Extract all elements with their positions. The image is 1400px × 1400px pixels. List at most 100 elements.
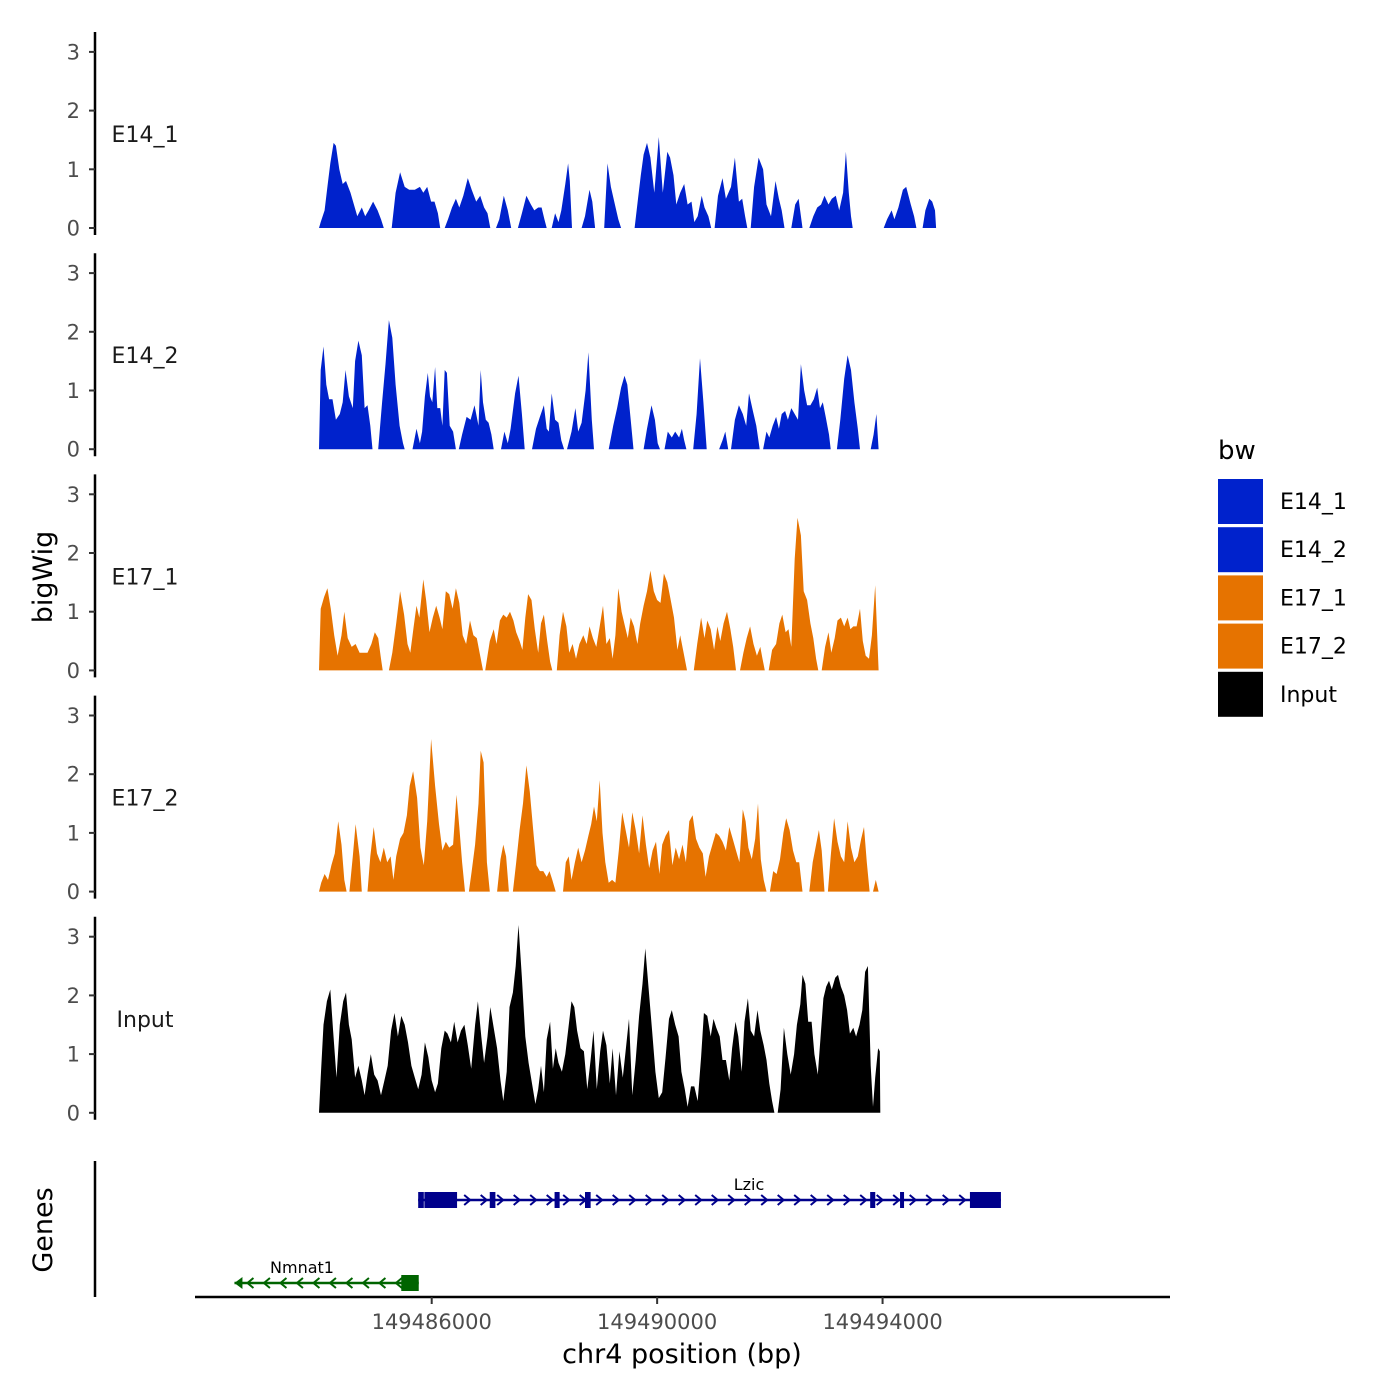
track-label: E14_1 (112, 123, 179, 148)
strand-chevron (958, 1194, 967, 1206)
strand-chevron (377, 1277, 387, 1289)
gene-lzic: Lzic (418, 1175, 1001, 1208)
x-tick-label: 149486000 (372, 1310, 492, 1334)
strand-chevron (826, 1194, 835, 1206)
exon (900, 1192, 905, 1208)
y-tick-label: 0 (67, 217, 80, 241)
strand-chevron (562, 1194, 571, 1206)
strand-chevron (529, 1194, 538, 1206)
y-tick-label: 2 (67, 99, 80, 123)
strand-arrowhead (234, 1277, 243, 1289)
y-tick-label: 3 (67, 40, 80, 64)
track-label: Input (117, 1008, 174, 1033)
strand-chevron (262, 1277, 271, 1289)
exon (401, 1275, 419, 1291)
y-axis-title: bigWig (28, 531, 59, 624)
legend-label: E17_2 (1280, 635, 1347, 660)
signal-area (319, 925, 881, 1113)
y-tick-label: 3 (67, 483, 80, 507)
gene-nmnat1: Nmnat1 (234, 1258, 419, 1291)
exon (870, 1192, 876, 1208)
y-tick-label: 0 (67, 659, 80, 683)
strand-chevron (694, 1194, 703, 1206)
track-e14-1: 0 1 2 3 E14_1 (67, 32, 937, 241)
y-tick-label: 2 (67, 320, 80, 344)
legend-entry: E17_2 (1218, 623, 1347, 669)
exon (418, 1192, 424, 1208)
signal-tracks: 0 1 2 3 E14_1 0 1 2 3 E14_2 0 1 2 3 E17_1 0 1 2 3 E17_2 0 1 2 3… (67, 32, 937, 1125)
strand-chevron (628, 1194, 637, 1206)
strand-chevron (678, 1194, 687, 1206)
track-e17-1: 0 1 2 3 E17_1 (67, 474, 879, 683)
strand-chevron (744, 1194, 753, 1206)
strand-chevron (942, 1194, 951, 1206)
y-tick-label: 2 (67, 542, 80, 566)
legend-entry: E14_2 (1218, 527, 1347, 573)
y-tick-label: 1 (67, 158, 80, 182)
legend: bw E14_1 E14_2 E17_1 E17_2 Input (1218, 436, 1347, 717)
legend-label: E14_1 (1280, 490, 1347, 515)
track-input: 0 1 2 3 Input (67, 916, 881, 1125)
legend-swatch (1218, 575, 1263, 621)
legend-label: E17_1 (1280, 586, 1347, 611)
strand-chevron (892, 1194, 901, 1206)
signal-area (319, 517, 879, 671)
strand-chevron (546, 1194, 555, 1206)
exon (424, 1192, 458, 1208)
y-tick-label: 1 (67, 379, 80, 403)
strand-chevron (496, 1194, 505, 1206)
strand-chevron (843, 1194, 852, 1206)
strand-chevron (595, 1194, 604, 1206)
x-tick-label: 149494000 (822, 1310, 942, 1334)
legend-label: Input (1280, 683, 1337, 708)
x-axis: 149486000 149490000 149494000 (195, 1295, 1170, 1334)
strand-chevron (463, 1194, 472, 1206)
strand-chevron (727, 1194, 736, 1206)
x-axis-title: chr4 position (bp) (562, 1339, 802, 1370)
y-tick-label: 1 (67, 1043, 80, 1067)
legend-entry: E14_1 (1218, 479, 1347, 524)
strand-chevron (245, 1277, 255, 1289)
gene-label: Nmnat1 (270, 1258, 334, 1277)
strand-chevron (876, 1194, 885, 1206)
strand-chevron (645, 1194, 654, 1206)
y-tick-label: 3 (67, 262, 80, 286)
y-tick-label: 3 (67, 704, 80, 728)
strand-chevron (295, 1277, 304, 1289)
strand-chevron (909, 1194, 918, 1206)
strand-chevron (344, 1277, 354, 1289)
exon (489, 1192, 496, 1208)
strand-chevron (361, 1277, 370, 1289)
legend-entries: E14_1 E14_2 E17_1 E17_2 Input (1218, 479, 1347, 717)
exon (585, 1192, 591, 1208)
track-label: E17_1 (112, 565, 179, 590)
legend-entry: Input (1218, 671, 1337, 717)
strand-chevron (394, 1277, 403, 1289)
track-e17-2: 0 1 2 3 E17_2 (67, 695, 879, 904)
strand-chevron (311, 1277, 321, 1289)
strand-chevron (760, 1194, 769, 1206)
legend-swatch (1218, 623, 1263, 669)
strand-chevron (859, 1194, 868, 1206)
strand-chevron (480, 1194, 489, 1206)
gene-label: Lzic (734, 1175, 765, 1194)
strand-chevron (612, 1194, 621, 1206)
y-tick-label: 0 (67, 1101, 80, 1125)
strand-chevron (777, 1194, 786, 1206)
legend-entry: E17_1 (1218, 575, 1347, 621)
genes-axis-title: Genes (28, 1187, 59, 1272)
strand-arrowhead (992, 1194, 1001, 1206)
legend-title: bw (1218, 436, 1256, 466)
strand-chevron (661, 1194, 670, 1206)
legend-swatch (1218, 671, 1263, 717)
strand-chevron (278, 1277, 288, 1289)
strand-chevron (810, 1194, 819, 1206)
y-tick-label: 1 (67, 821, 80, 845)
x-tick-label: 149490000 (597, 1310, 717, 1334)
strand-chevron (328, 1277, 337, 1289)
y-tick-label: 0 (67, 438, 80, 462)
strand-chevron (513, 1194, 522, 1206)
y-tick-label: 1 (67, 600, 80, 624)
genes-track: Lzic Nmnat1 (93, 1161, 1001, 1297)
